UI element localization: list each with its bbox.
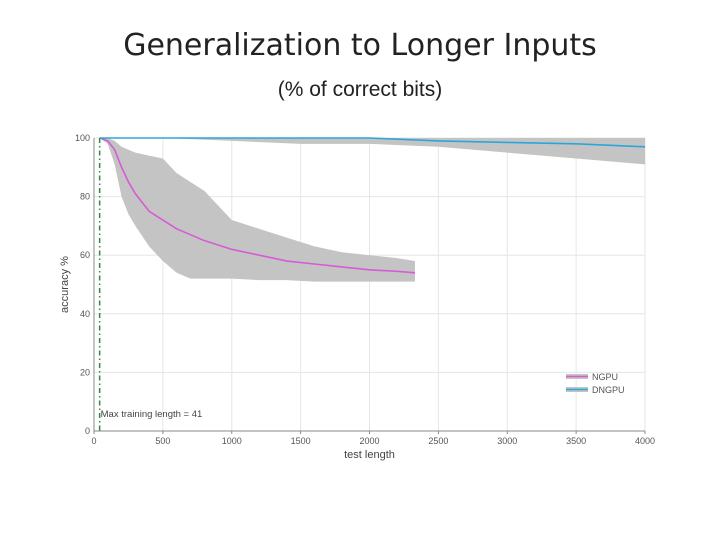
y-tick-label: 40 bbox=[80, 309, 90, 319]
x-tick-label: 2500 bbox=[428, 436, 448, 446]
x-axis-label: test length bbox=[344, 449, 395, 461]
y-tick-label: 0 bbox=[85, 426, 90, 436]
max-training-length-label: Max training length = 41 bbox=[101, 409, 203, 420]
legend-label-dngpu: DNGPU bbox=[592, 385, 625, 395]
band-dngpu bbox=[99, 138, 645, 165]
y-tick-label: 20 bbox=[80, 367, 90, 377]
legend: NGPU DNGPU bbox=[566, 372, 625, 395]
x-tick-label: 2000 bbox=[359, 436, 379, 446]
y-tick-label: 60 bbox=[80, 250, 90, 260]
y-axis-label: accuracy % bbox=[59, 256, 71, 313]
line-layer bbox=[99, 137, 646, 274]
x-tick-label: 1000 bbox=[222, 436, 242, 446]
band-layer bbox=[99, 138, 645, 282]
band-ngpu bbox=[99, 138, 415, 282]
y-tick-label: 80 bbox=[80, 192, 90, 202]
x-tick-label: 4000 bbox=[635, 436, 655, 446]
x-tick-label: 500 bbox=[155, 436, 170, 446]
legend-label-ngpu: NGPU bbox=[592, 372, 618, 382]
y-tick-label: 100 bbox=[75, 133, 90, 143]
line-ngpu bbox=[99, 137, 416, 274]
axis-layer: 0 500 1000 1500 2000 2500 3000 3500 4000 0 20 40 60 8… bbox=[75, 133, 655, 446]
x-tick-label: 3000 bbox=[497, 436, 517, 446]
slide-subtitle: (% of correct bits) bbox=[277, 78, 443, 101]
line-dngpu bbox=[99, 137, 646, 148]
slide-title: Generalization to Longer Inputs bbox=[123, 28, 597, 63]
x-tick-label: 0 bbox=[91, 436, 96, 446]
x-tick-label: 3500 bbox=[566, 436, 586, 446]
x-tick-label: 1500 bbox=[291, 436, 311, 446]
annotation-layer: Max training length = 41 bbox=[98, 138, 203, 431]
